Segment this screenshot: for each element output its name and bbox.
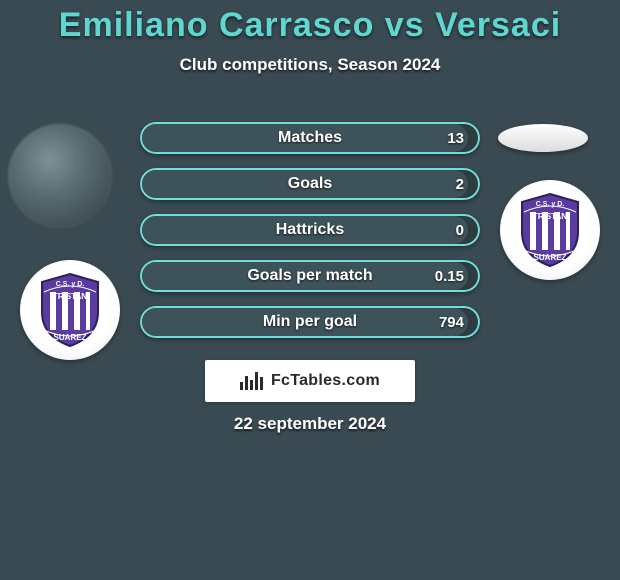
bar-label: Goals per match bbox=[140, 260, 480, 292]
club-badge-left: C.S. y D. TRISTAN SUAREZ bbox=[20, 260, 120, 360]
svg-text:C.S. y D.: C.S. y D. bbox=[56, 281, 84, 288]
fctables-logo: FcTables.com bbox=[240, 372, 380, 390]
bar-value: 13 bbox=[447, 122, 464, 154]
bar-value: 794 bbox=[439, 306, 464, 338]
svg-text:TRISTAN: TRISTAN bbox=[53, 292, 87, 301]
page-title: Emiliano Carrasco vs Versaci bbox=[0, 0, 620, 45]
bar-value: 2 bbox=[456, 168, 464, 200]
svg-text:SUAREZ: SUAREZ bbox=[534, 253, 567, 262]
stat-bar: Matches13 bbox=[140, 122, 480, 154]
svg-text:SUAREZ: SUAREZ bbox=[54, 333, 87, 342]
player-right-avatar bbox=[498, 124, 588, 152]
player-left-avatar bbox=[8, 124, 112, 228]
bar-label: Hattricks bbox=[140, 214, 480, 246]
club-badge-right: C.S. y D. TRISTAN SUAREZ bbox=[500, 180, 600, 280]
bar-value: 0.15 bbox=[435, 260, 464, 292]
svg-text:TRISTAN: TRISTAN bbox=[533, 212, 567, 221]
svg-text:C.S. y D.: C.S. y D. bbox=[536, 201, 564, 208]
date-label: 22 september 2024 bbox=[0, 414, 620, 434]
stats-bars: Matches13 Goals2 Hattricks0 Goals per match… bbox=[140, 122, 480, 352]
shield-icon: C.S. y D. TRISTAN SUAREZ bbox=[518, 192, 582, 268]
shield-icon: C.S. y D. TRISTAN SUAREZ bbox=[38, 272, 102, 348]
bar-label: Goals bbox=[140, 168, 480, 200]
card: Emiliano Carrasco vs Versaci Club compet… bbox=[0, 0, 620, 580]
bars-icon bbox=[240, 372, 263, 390]
bar-label: Min per goal bbox=[140, 306, 480, 338]
bar-label: Matches bbox=[140, 122, 480, 154]
page-subtitle: Club competitions, Season 2024 bbox=[0, 55, 620, 75]
fctables-badge: FcTables.com bbox=[205, 360, 415, 402]
stat-bar: Goals2 bbox=[140, 168, 480, 200]
stat-bar: Goals per match0.15 bbox=[140, 260, 480, 292]
bar-value: 0 bbox=[456, 214, 464, 246]
stat-bar: Hattricks0 bbox=[140, 214, 480, 246]
fctables-label: FcTables.com bbox=[271, 372, 380, 390]
stat-bar: Min per goal794 bbox=[140, 306, 480, 338]
